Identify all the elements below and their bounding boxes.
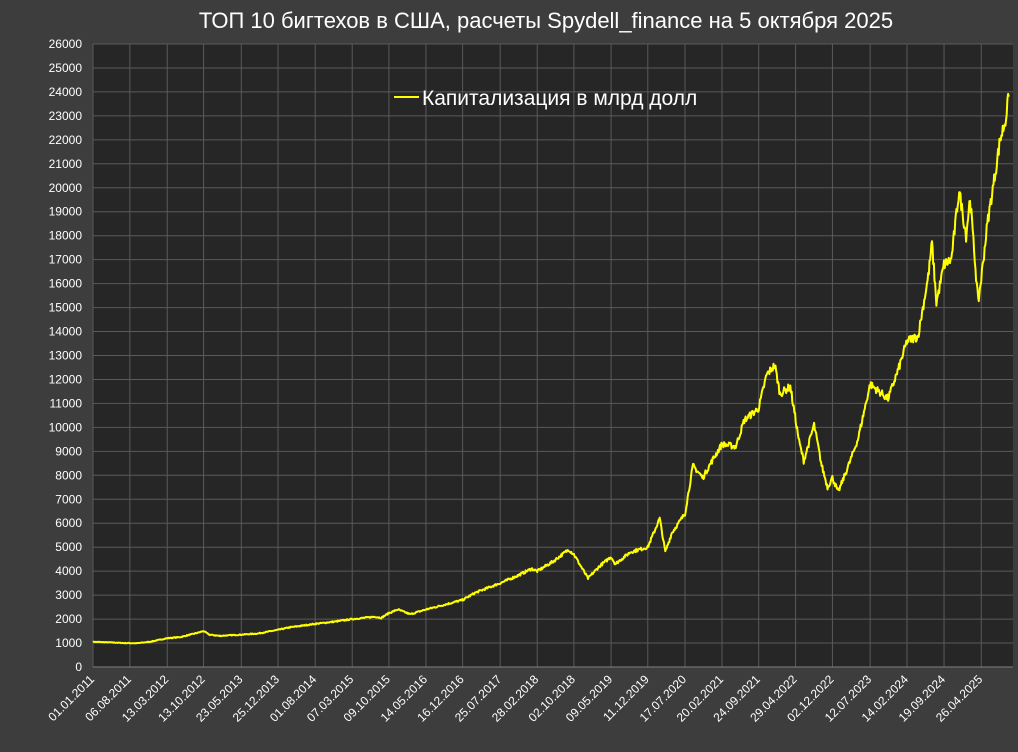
legend-label: Капитализация в млрд долл — [422, 87, 697, 110]
y-tick-label: 14000 — [49, 325, 83, 339]
y-tick-label: 8000 — [55, 468, 82, 482]
y-tick-label: 13000 — [49, 349, 83, 363]
y-tick-label: 15000 — [49, 301, 83, 315]
y-tick-label: 19000 — [49, 205, 83, 219]
y-tick-label: 2000 — [55, 612, 82, 626]
chart-title: ТОП 10 бигтехов в США, расчеты Spydell_f… — [199, 8, 893, 33]
series-group — [92, 92, 1010, 645]
y-tick-label: 4000 — [55, 564, 82, 578]
y-tick-label: 26000 — [49, 37, 83, 51]
y-tick-label: 5000 — [55, 540, 82, 554]
series-line — [92, 92, 1010, 645]
y-tick-label: 25000 — [49, 61, 83, 75]
y-tick-label: 1000 — [55, 636, 82, 650]
y-tick-label: 7000 — [55, 492, 82, 506]
y-tick-label: 11000 — [50, 396, 83, 410]
y-tick-label: 18000 — [49, 229, 83, 243]
y-tick-label: 9000 — [55, 444, 82, 458]
x-axis: 01.01.201106.08.201113.03.201213.10.2012… — [45, 672, 985, 725]
y-tick-label: 16000 — [49, 277, 83, 291]
y-tick-label: 24000 — [49, 85, 83, 99]
y-tick-label: 22000 — [49, 133, 83, 147]
y-tick-label: 21000 — [49, 157, 83, 171]
y-tick-label: 17000 — [49, 253, 83, 267]
legend: Капитализация в млрд долл — [394, 87, 697, 110]
y-tick-label: 10000 — [49, 420, 83, 434]
y-tick-label: 23000 — [49, 109, 83, 123]
y-tick-label: 6000 — [55, 516, 82, 530]
y-axis: 0 1000 2000 3000 4000 5000 6000 7000 8000 9000 100… — [49, 37, 83, 674]
y-tick-label: 20000 — [49, 181, 83, 195]
y-tick-label: 3000 — [55, 588, 82, 602]
y-tick-label: 12000 — [49, 372, 83, 386]
y-tick-label: 0 — [75, 660, 82, 674]
